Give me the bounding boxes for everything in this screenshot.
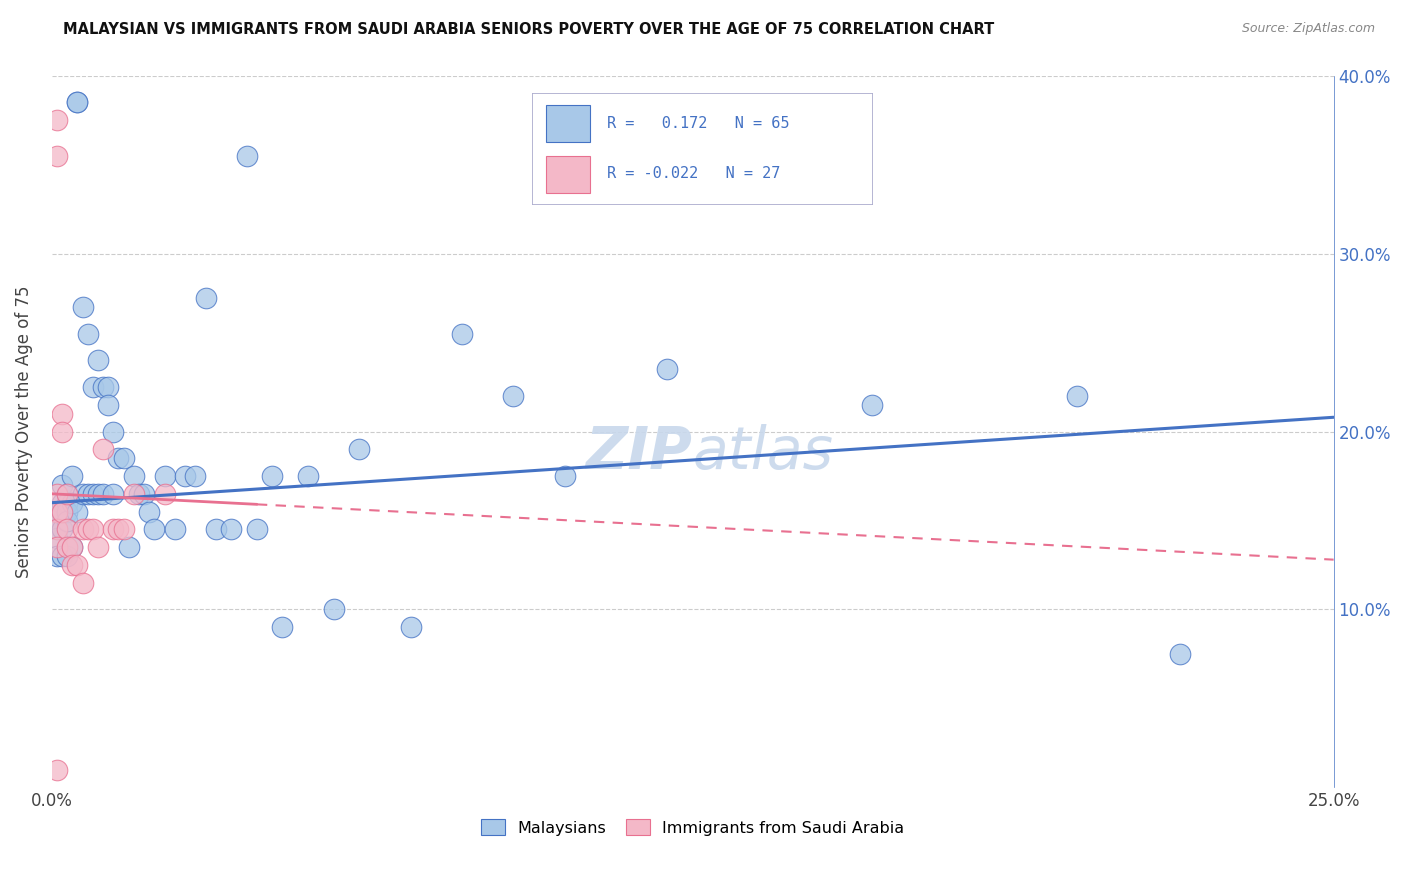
Point <box>502 389 524 403</box>
Point <box>262 469 284 483</box>
Point <box>45 540 67 554</box>
Point <box>60 540 83 554</box>
Point <box>82 487 104 501</box>
Point <box>72 487 94 501</box>
Point <box>163 522 186 536</box>
Point <box>107 522 129 536</box>
Point <box>122 469 145 483</box>
Point <box>51 407 73 421</box>
Point <box>56 514 79 528</box>
Point <box>76 326 98 341</box>
Point <box>45 549 67 563</box>
Legend: Malaysians, Immigrants from Saudi Arabia: Malaysians, Immigrants from Saudi Arabia <box>472 811 912 844</box>
Point <box>72 575 94 590</box>
Point <box>143 522 166 536</box>
Point <box>60 469 83 483</box>
Point <box>97 380 120 394</box>
Text: MALAYSIAN VS IMMIGRANTS FROM SAUDI ARABIA SENIORS POVERTY OVER THE AGE OF 75 COR: MALAYSIAN VS IMMIGRANTS FROM SAUDI ARABI… <box>63 22 994 37</box>
Point <box>128 487 150 501</box>
Point <box>122 487 145 501</box>
Point <box>194 291 217 305</box>
Point <box>138 505 160 519</box>
Point <box>45 113 67 128</box>
Text: atlas: atlas <box>693 425 834 482</box>
Point <box>107 451 129 466</box>
Point <box>72 522 94 536</box>
Point <box>60 558 83 572</box>
Point <box>246 522 269 536</box>
Point <box>72 300 94 314</box>
Point <box>45 505 67 519</box>
Point <box>91 380 114 394</box>
Point <box>56 487 79 501</box>
Point <box>56 505 79 519</box>
Point <box>66 505 89 519</box>
Point <box>87 487 110 501</box>
Point <box>56 522 79 536</box>
Point <box>219 522 242 536</box>
Point <box>66 95 89 110</box>
Point <box>153 487 176 501</box>
Point <box>51 549 73 563</box>
Point <box>45 522 67 536</box>
Point <box>297 469 319 483</box>
Point <box>66 95 89 110</box>
Point <box>45 505 67 519</box>
Point <box>271 620 294 634</box>
Point <box>349 442 371 457</box>
Point <box>103 522 125 536</box>
Point <box>45 531 67 545</box>
Point <box>76 522 98 536</box>
Point <box>45 522 67 536</box>
Point <box>91 487 114 501</box>
Point <box>51 496 73 510</box>
Point <box>184 469 207 483</box>
Point <box>112 451 135 466</box>
Point <box>91 442 114 457</box>
Point <box>112 522 135 536</box>
Point <box>45 763 67 777</box>
Point <box>82 522 104 536</box>
Point <box>45 487 67 501</box>
Point <box>56 540 79 554</box>
Point <box>153 469 176 483</box>
Point <box>655 362 678 376</box>
Point <box>76 487 98 501</box>
Point <box>860 398 883 412</box>
Point <box>118 540 141 554</box>
Text: ZIP: ZIP <box>586 425 693 482</box>
Point <box>87 353 110 368</box>
Point <box>51 522 73 536</box>
Point <box>56 496 79 510</box>
Point <box>553 469 575 483</box>
Point <box>451 326 474 341</box>
Point <box>66 558 89 572</box>
Point <box>399 620 422 634</box>
Point <box>60 540 83 554</box>
Point <box>322 602 344 616</box>
Point <box>174 469 197 483</box>
Point <box>51 505 73 519</box>
Point <box>97 398 120 412</box>
Point <box>87 540 110 554</box>
Point <box>103 487 125 501</box>
Point <box>51 505 73 519</box>
Point <box>132 487 155 501</box>
Text: Source: ZipAtlas.com: Source: ZipAtlas.com <box>1241 22 1375 36</box>
Point <box>60 496 83 510</box>
Point <box>51 425 73 439</box>
Point <box>205 522 228 536</box>
Point <box>45 148 67 162</box>
Point <box>103 425 125 439</box>
Point <box>82 380 104 394</box>
Y-axis label: Seniors Poverty Over the Age of 75: Seniors Poverty Over the Age of 75 <box>15 285 32 578</box>
Point <box>56 487 79 501</box>
Point <box>235 148 257 162</box>
Point <box>45 505 67 519</box>
Point <box>51 478 73 492</box>
Point <box>1066 389 1088 403</box>
Point <box>1168 647 1191 661</box>
Point <box>56 549 79 563</box>
